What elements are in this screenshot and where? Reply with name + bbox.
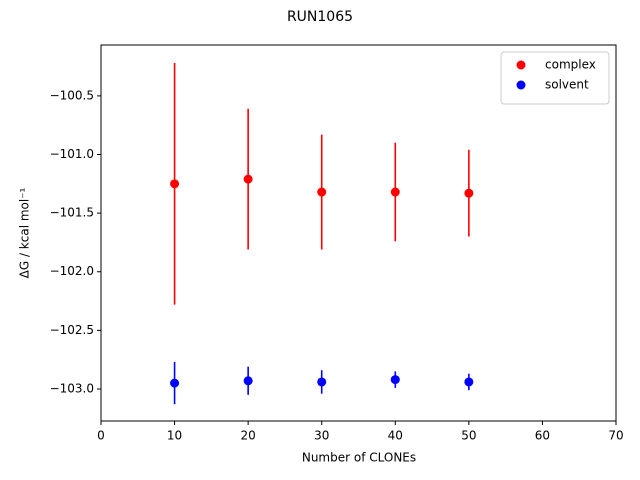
y-axis-label: ΔG / kcal mol⁻¹ — [18, 187, 32, 278]
y-tick-label: −102.5 — [50, 323, 94, 337]
point — [243, 376, 253, 386]
point — [464, 377, 474, 387]
chart-title: RUN1065 — [287, 9, 353, 25]
point — [170, 179, 180, 189]
legend-label: complex — [545, 58, 596, 72]
legend-marker — [516, 80, 526, 90]
y-tick-label: −102.0 — [50, 264, 94, 278]
point — [464, 188, 474, 198]
point — [170, 378, 180, 388]
legend-label: solvent — [545, 78, 589, 92]
point — [390, 375, 400, 385]
y-tick-label: −101.5 — [50, 206, 94, 220]
x-tick-label: 70 — [608, 429, 623, 443]
x-tick-label: 40 — [388, 429, 403, 443]
plot-frame — [100, 44, 617, 422]
point — [243, 174, 253, 184]
x-tick-label: 10 — [167, 429, 182, 443]
x-tick-label: 60 — [535, 429, 550, 443]
point — [317, 377, 327, 387]
legend-box — [500, 51, 610, 105]
x-tick-label: 0 — [97, 429, 105, 443]
y-tick-label: −100.5 — [50, 88, 94, 102]
point — [317, 187, 327, 197]
x-tick-label: 30 — [314, 429, 329, 443]
point — [390, 187, 400, 197]
x-tick-label: 50 — [461, 429, 476, 443]
y-tick-label: −103.0 — [50, 381, 94, 395]
legend-marker — [516, 60, 526, 70]
x-axis-label: Number of CLONEs — [302, 451, 416, 465]
x-tick-label: 20 — [241, 429, 256, 443]
y-tick-label: −101.0 — [50, 147, 94, 161]
